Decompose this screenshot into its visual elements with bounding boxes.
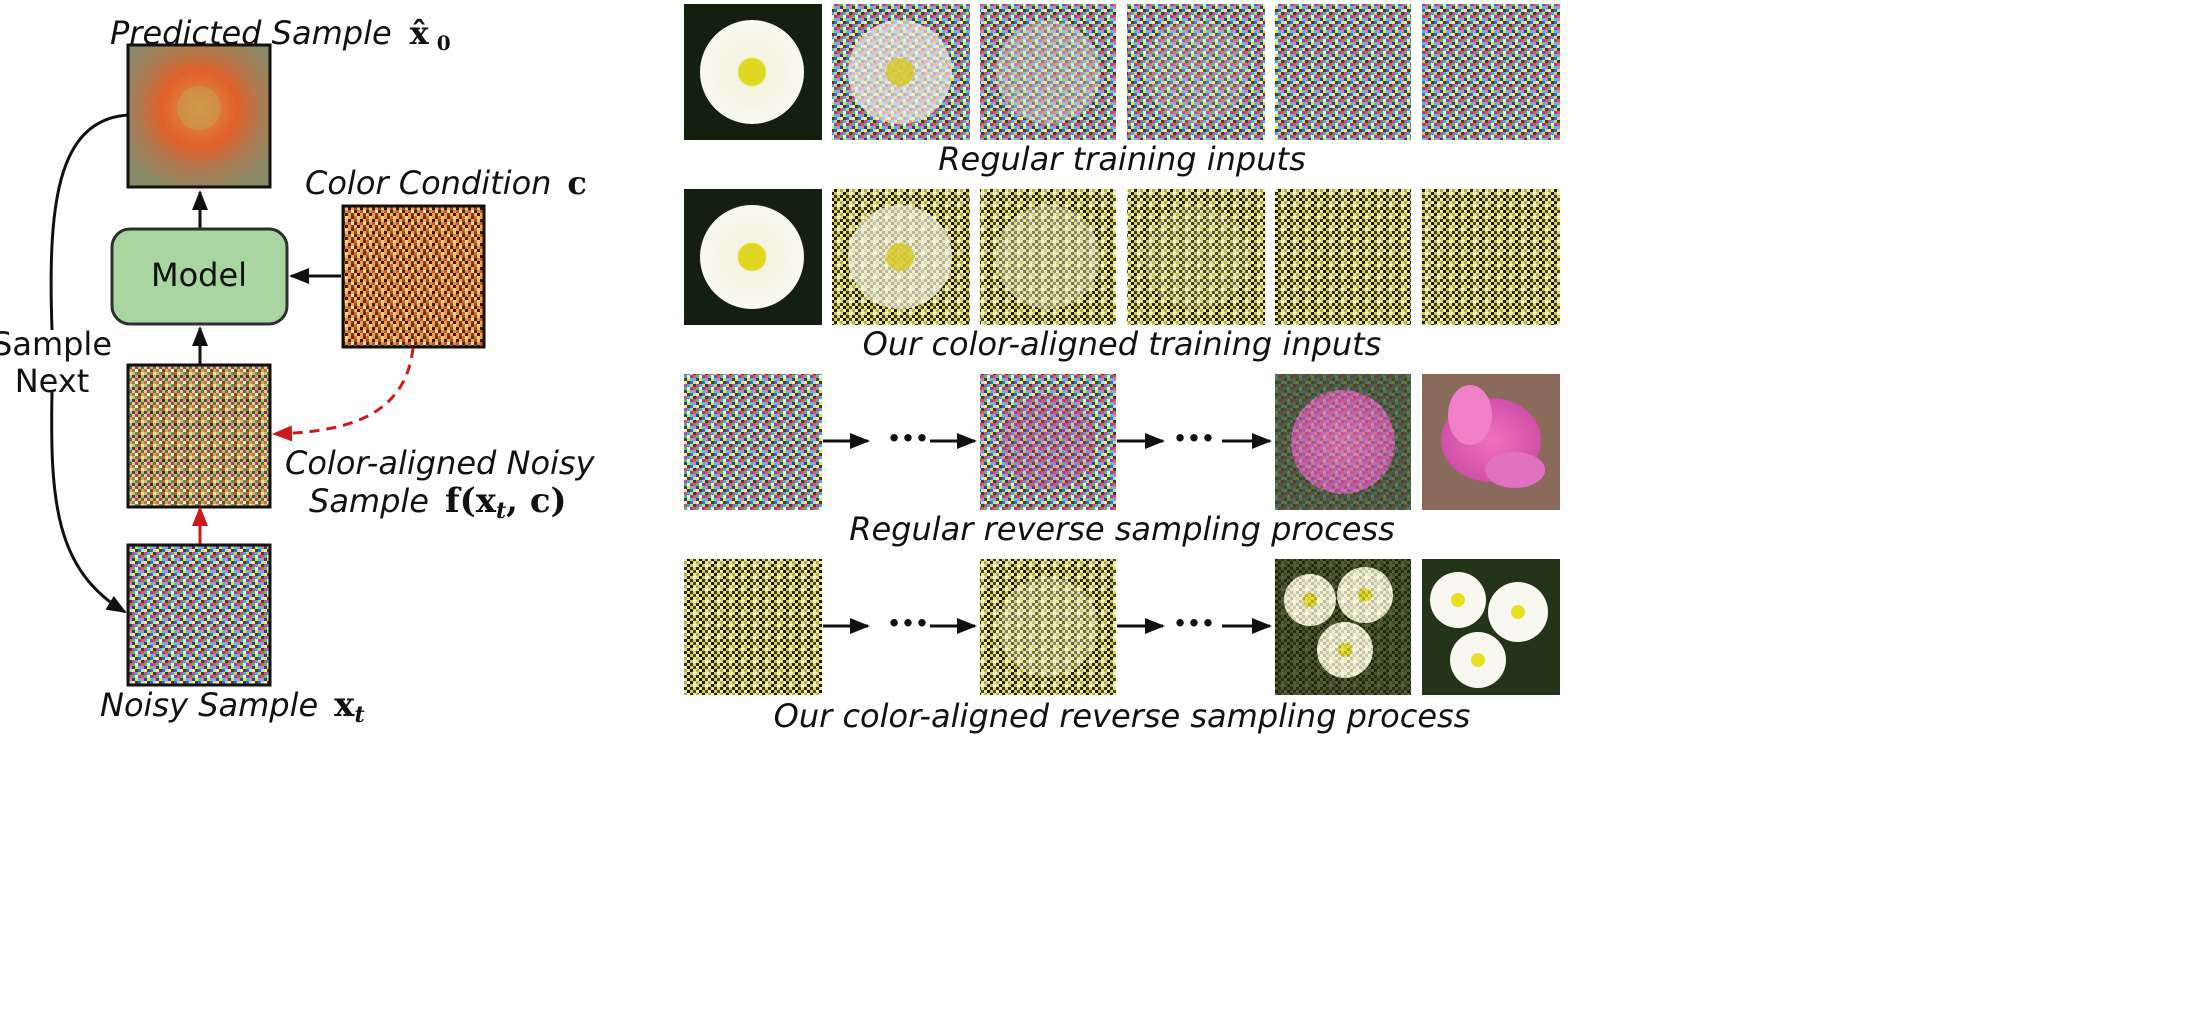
aligned-step-4-image [1275, 189, 1411, 325]
aligned-noisy-sample-image [126, 363, 272, 509]
noisy-step-1-image [832, 4, 970, 140]
clean-flower-image [684, 189, 822, 325]
noisy-sample-image [126, 543, 272, 687]
aligned-step-5-image [1422, 189, 1560, 325]
noisy-step-5-image [1422, 4, 1560, 140]
sample-next-line2: Next [15, 362, 90, 400]
right-panel: Regular training inputs [684, 4, 1560, 735]
row-caption-aligned-training: Our color-aligned training inputs [863, 325, 1382, 363]
row-regular-reverse: ··· ··· Regular reverse sampling process [684, 374, 1560, 548]
left-diagram: Predicted Sample x̂ 0 Color Condition c … [0, 14, 596, 728]
noisy-step-2-image [980, 4, 1116, 140]
row-aligned-reverse: ··· ··· [684, 559, 1560, 735]
ellipsis-4: ··· [1173, 600, 1215, 647]
aligned-reverse-start-image [684, 559, 822, 695]
row-caption-aligned-reverse: Our color-aligned reverse sampling proce… [774, 697, 1471, 735]
color-condition-image [341, 204, 486, 349]
noisy-step-4-image [1275, 4, 1411, 140]
clean-flower-image [684, 4, 822, 140]
ellipsis-2: ··· [1173, 415, 1215, 462]
model-label: Model [151, 256, 247, 294]
row-aligned-training: Our color-aligned training inputs [684, 189, 1560, 363]
row-regular-training: Regular training inputs [684, 4, 1560, 178]
reverse-final-pink-flower-image [1422, 374, 1560, 510]
noisy-step-3-image [1127, 4, 1265, 140]
aligned-label-line1: Color-aligned Noisy [285, 444, 596, 482]
predicted-sample-center [177, 86, 221, 130]
row-caption-regular-reverse: Regular reverse sampling process [849, 510, 1394, 548]
aligned-reverse-late-image [1275, 559, 1411, 695]
color-condition-label: Color Condition c [305, 164, 587, 202]
noisy-sample-label: Noisy Sample xt [100, 685, 365, 728]
model-box [110, 227, 289, 326]
aligned-step-2-image [980, 189, 1116, 325]
ellipsis-3: ··· [887, 600, 929, 647]
sample-next-curve-top [49, 113, 129, 331]
reverse-start-image [684, 374, 822, 510]
aligned-reverse-mid-image [980, 559, 1116, 695]
aligned-label-line2: Sample f(xt, c) [309, 481, 567, 524]
sample-next-line1: Sample [0, 325, 112, 363]
row-caption-regular-training: Regular training inputs [938, 140, 1305, 178]
reverse-late-image [1275, 374, 1411, 510]
aligned-reverse-final-white-flowers-image [1422, 559, 1560, 695]
ellipsis-1: ··· [887, 415, 929, 462]
aligned-step-1-image [832, 189, 970, 325]
sample-next-curve-bottom [50, 391, 127, 614]
reverse-mid-image [980, 374, 1116, 510]
red-dashed-arrow [272, 347, 415, 442]
aligned-step-3-image [1127, 189, 1265, 325]
